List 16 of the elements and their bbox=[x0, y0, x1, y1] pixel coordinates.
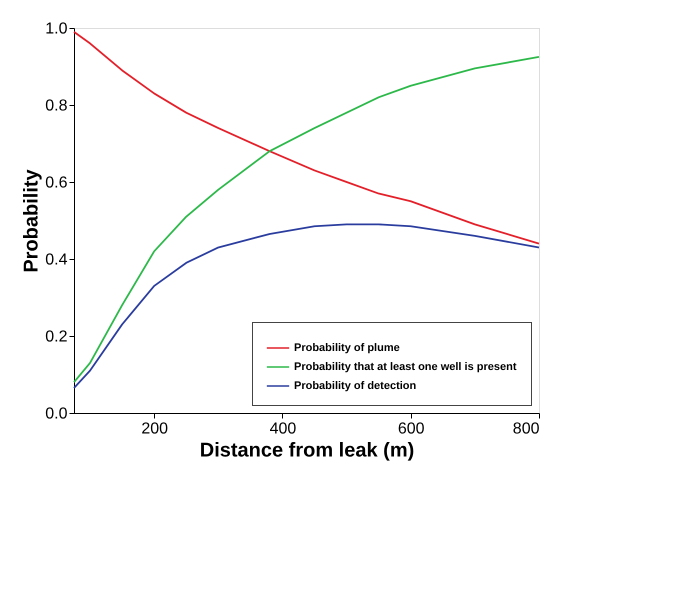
y-tick-label: 0.8 bbox=[45, 98, 68, 114]
x-tick-label: 400 bbox=[270, 420, 296, 438]
y-axis-title: Probability bbox=[20, 168, 42, 273]
line-series bbox=[73, 30, 540, 244]
y-tick-label: 0.0 bbox=[45, 406, 68, 422]
legend-label: Probability that at least one well is present bbox=[294, 361, 517, 373]
x-tick-label: 600 bbox=[398, 420, 425, 438]
x-tick-label: 200 bbox=[141, 420, 168, 438]
y-tick-label: 0.4 bbox=[45, 252, 68, 268]
y-tick-label: 1.0 bbox=[45, 20, 68, 38]
legend-label: Probability of detection bbox=[294, 380, 417, 392]
x-axis-title: Distance from leak (m) bbox=[200, 440, 414, 462]
x-tick-label: 800 bbox=[512, 420, 540, 438]
y-tick-label: 0.6 bbox=[45, 174, 68, 192]
y-tick-label: 0.2 bbox=[45, 328, 68, 346]
legend-label: Probability of plume bbox=[294, 342, 400, 354]
